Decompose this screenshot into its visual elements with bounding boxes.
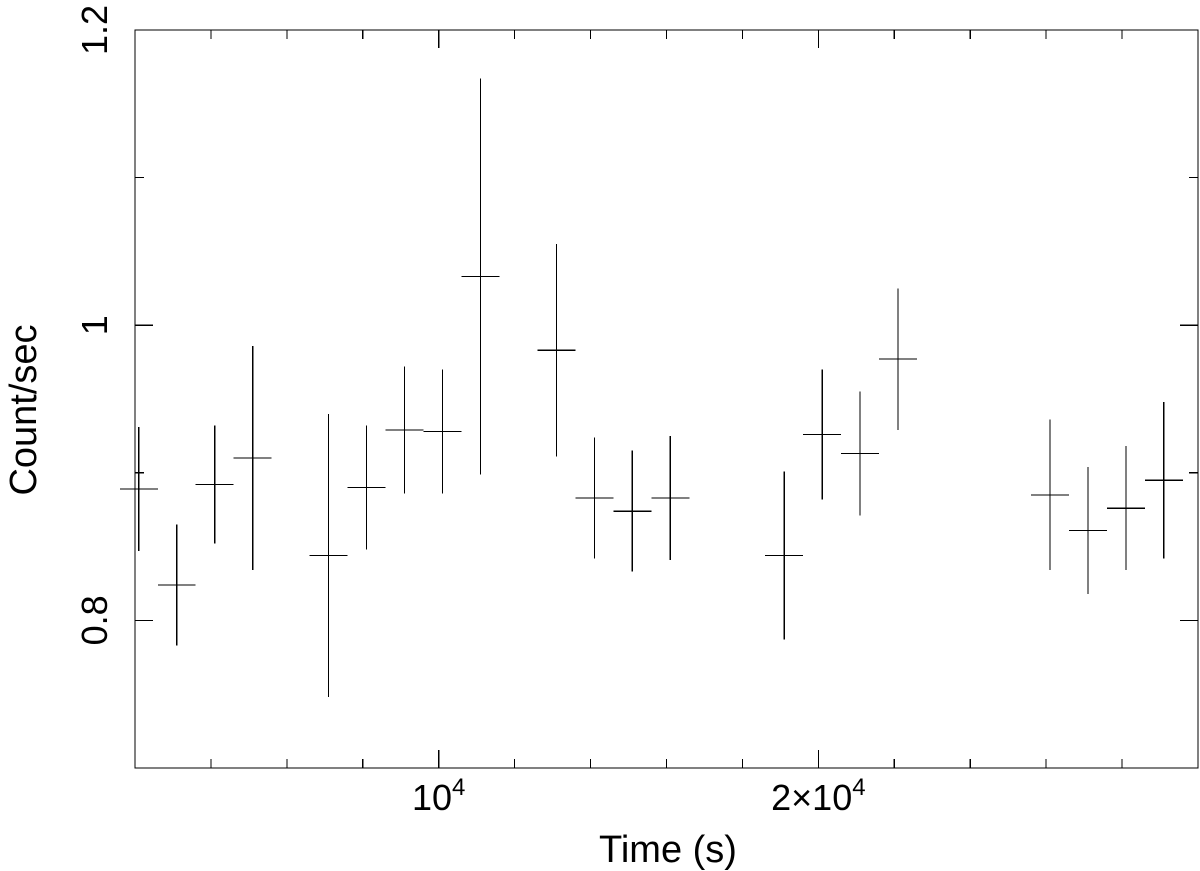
x-axis-title: Time (s) (599, 829, 737, 871)
data-point (119, 427, 158, 552)
plot-frame-group (134, 29, 1199, 769)
data-point (1144, 401, 1183, 559)
data-point (879, 288, 918, 430)
data-point (841, 391, 880, 516)
data-marks-group (119, 78, 1183, 698)
data-point (195, 425, 234, 544)
data-point (233, 345, 272, 571)
data-point (347, 425, 386, 550)
data-point (765, 471, 804, 640)
data-point (651, 435, 690, 560)
data-point (157, 524, 196, 646)
y-tick-label: 1 (74, 315, 115, 335)
data-point (461, 78, 500, 475)
y-tick-label: 0.8 (74, 595, 115, 645)
data-point (803, 369, 842, 500)
y-axis-title: Count/sec (3, 324, 45, 495)
data-point (575, 437, 614, 559)
data-point (309, 413, 348, 698)
data-point (385, 366, 424, 494)
data-point (423, 369, 462, 494)
data-point (1030, 419, 1069, 571)
data-point (1068, 466, 1107, 594)
tick-labels-group: 104 2×104 0.8 1 1.2 (74, 5, 866, 818)
x-tick-label: 2×104 (771, 774, 865, 818)
y-tick-label: 1.2 (74, 5, 115, 55)
plot-frame (134, 29, 1199, 769)
data-point (613, 450, 652, 572)
data-point (537, 244, 576, 457)
x-tick-label: 104 (412, 774, 465, 818)
axis-ticks-group (134, 29, 1199, 769)
data-point (1106, 446, 1145, 571)
